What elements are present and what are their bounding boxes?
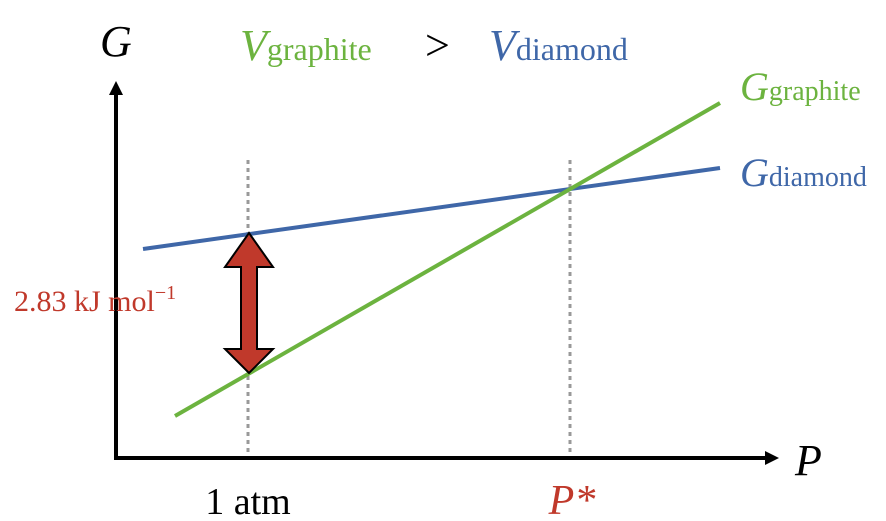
diamond-line-label: Gdiamond [740, 150, 867, 195]
diamond-label-symbol: G [740, 150, 769, 195]
graphite-label-symbol: G [740, 64, 769, 109]
tick-label-1atm: 1 atm [205, 481, 290, 521]
energy-gap-label: 2.83 kJ mol−1 [14, 282, 176, 318]
graphite-gibbs-line [174, 101, 721, 418]
diamond-gibbs-line [142, 166, 721, 251]
energy-gap-value: 2.83 kJ mol [14, 285, 155, 318]
diamond-label-subscript: diamond [769, 162, 867, 193]
graphite-line-label: Ggraphite [740, 64, 861, 109]
v-graphite-subscript: graphite [267, 31, 372, 67]
relation-symbol: > [425, 21, 450, 70]
energy-gap-exponent: −1 [155, 282, 176, 304]
volume-relation: Vgraphite > Vdiamond [240, 21, 628, 70]
v-diamond-symbol: V [489, 21, 521, 70]
x-axis-symbol: P [794, 436, 822, 485]
v-graphite-symbol: V [240, 21, 272, 70]
tick-label-pstar: P* [548, 478, 596, 521]
energy-gap-arrow [222, 231, 276, 375]
v-diamond-subscript: diamond [516, 31, 628, 67]
y-axis-symbol: G [100, 17, 132, 66]
graphite-label-subscript: graphite [769, 76, 861, 107]
